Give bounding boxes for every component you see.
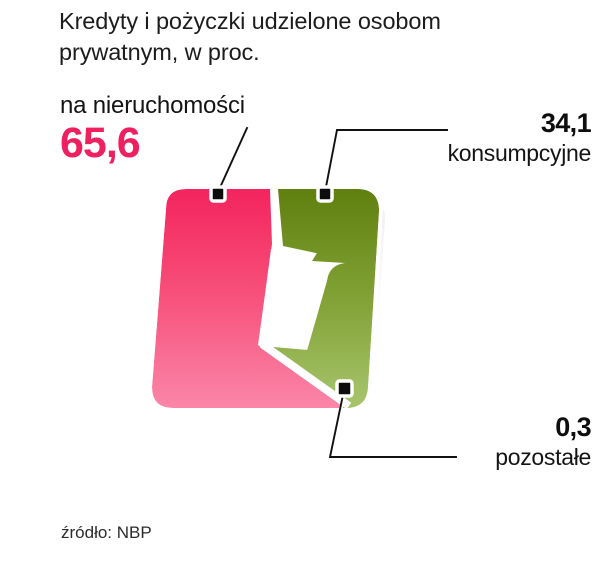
- callout-pozostale: 0,3 pozostałe: [495, 414, 591, 469]
- leader-line-konsumpcyjne: [323, 129, 448, 194]
- pie-slice-separators: [259, 189, 352, 408]
- callout-value-pozostale: 0,3: [555, 412, 591, 442]
- leader-line-pozostale: [328, 388, 457, 458]
- callout-nieruchomosci: na nieruchomości 65,6: [60, 94, 245, 165]
- callout-value-nieruchomosci: 65,6: [60, 119, 141, 167]
- pie-slice-nieruchomosci: [152, 189, 340, 408]
- callout-label-konsumpcyjne: konsumpcyjne: [447, 140, 592, 166]
- callout-label-pozostale: pozostałe: [495, 444, 591, 470]
- marker-konsumpcyjne: [316, 185, 334, 203]
- callout-value-konsumpcyjne: 34,1: [540, 108, 592, 138]
- callout-label-nieruchomosci: na nieruchomości: [60, 92, 245, 119]
- leader-line-nieruchomosci: [216, 126, 249, 194]
- source-note: źródło: NBP: [61, 523, 152, 542]
- marker-nieruchomosci: [209, 185, 227, 203]
- callout-konsumpcyjne: 34,1 konsumpcyjne: [447, 108, 592, 166]
- marker-pozostale: [335, 379, 354, 398]
- pie-slice-konsumpcyjne-limb: [300, 189, 379, 408]
- page-title: Kredyty i pożyczki udzielone osobom pryw…: [59, 8, 441, 65]
